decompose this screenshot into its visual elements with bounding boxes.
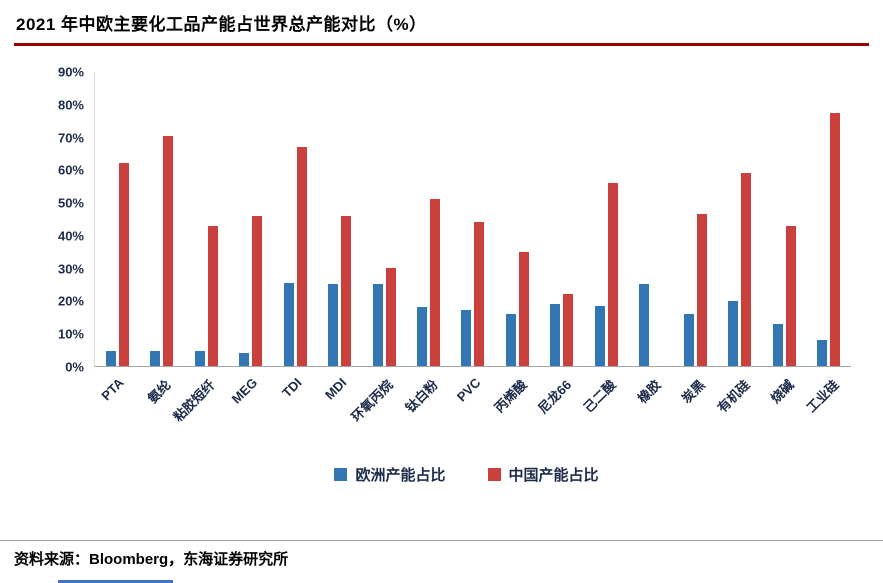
y-tick-label: 30% — [57, 261, 84, 277]
y-axis: 0% 10% 20% 30% 40% 50% 60% 70% 80% 90% — [22, 65, 94, 375]
footer-divider — [0, 540, 883, 541]
bar-group — [139, 72, 183, 366]
bar-china — [607, 183, 618, 366]
y-tick-label: 40% — [57, 228, 84, 244]
y-tick-label: 70% — [57, 130, 84, 146]
chart-title: 2021 年中欧主要化工品产能占世界总产能对比（%） — [16, 15, 427, 34]
x-category-label: MDI — [322, 375, 350, 403]
y-tick-label: 20% — [57, 293, 84, 309]
legend-item: 中国产能占比 — [487, 464, 599, 485]
x-category-label: 环氧丙烷 — [348, 377, 397, 425]
bar-europe — [772, 323, 783, 366]
bar-group — [762, 72, 806, 366]
cropped-next-element-fragment — [58, 580, 173, 583]
bar-europe — [594, 305, 605, 366]
bar-group — [807, 72, 851, 366]
bar-chart: 0% 10% 20% 30% 40% 50% 60% 70% 80% 90% PTA 氨纶 粘胶短纤 M… — [22, 65, 851, 485]
x-category-label: TDI — [279, 375, 305, 401]
x-axis-labels: PTA 氨纶 粘胶短纤 MEG TDI MDI 环氧丙烷 钛白粉 PVC 丙烯酸 尼龙66 己二酸 橡胶… — [94, 367, 851, 462]
bar-china — [518, 251, 529, 366]
legend-swatch-icon — [487, 468, 501, 481]
bar-group — [362, 72, 406, 366]
bar-group — [317, 72, 361, 366]
bar-europe — [639, 284, 650, 366]
legend-label: 欧洲产能占比 — [355, 467, 446, 484]
bar-china — [696, 214, 707, 366]
x-category-label: MEG — [228, 375, 261, 407]
bar-europe — [417, 307, 428, 366]
bar-group — [228, 72, 272, 366]
legend-label: 中国产能占比 — [508, 467, 599, 484]
bar-europe — [505, 313, 516, 366]
y-tick-label: 10% — [57, 326, 84, 342]
x-category-label: 尼龙66 — [535, 377, 575, 417]
bar-europe — [817, 339, 828, 366]
bar-china — [118, 163, 129, 366]
bar-china — [341, 215, 352, 366]
x-category-label: 钛白粉 — [402, 377, 441, 416]
bar-europe — [372, 284, 383, 366]
title-underline — [14, 43, 869, 46]
bar-europe — [550, 303, 561, 366]
bar-china — [296, 147, 307, 366]
bar-china — [252, 215, 263, 366]
x-category-label: PVC — [453, 375, 484, 405]
x-category-label: 有机硅 — [714, 377, 753, 416]
bar-china — [474, 222, 485, 366]
bar-group — [451, 72, 495, 366]
legend-swatch-icon — [334, 468, 348, 481]
bar-group — [495, 72, 539, 366]
plot-area — [94, 72, 851, 367]
source-note: 资料来源：Bloomberg，东海证券研究所 — [14, 551, 289, 568]
bar-china — [207, 225, 218, 366]
bar-group — [406, 72, 450, 366]
x-category-label: 丙烯酸 — [491, 377, 530, 416]
bar-group — [273, 72, 317, 366]
bar-europe — [194, 351, 205, 366]
bar-europe — [150, 351, 161, 366]
bar-europe — [683, 313, 694, 366]
x-category-label: PTA — [98, 375, 127, 404]
x-category-label: 己二酸 — [580, 377, 619, 416]
x-category-label: 炭黑 — [678, 377, 708, 407]
x-category-label: 氨纶 — [144, 377, 174, 407]
bar-europe — [328, 284, 339, 366]
bar-china — [430, 199, 441, 366]
bar-china — [385, 268, 396, 366]
bar-europe — [105, 351, 116, 366]
y-tick-label: 0% — [65, 359, 84, 375]
y-tick-label: 60% — [57, 162, 84, 178]
bar-china — [830, 112, 841, 366]
legend: 欧洲产能占比 中国产能占比 — [82, 464, 851, 485]
x-category-label: 烧碱 — [767, 377, 797, 407]
bar-group — [718, 72, 762, 366]
bar-china — [741, 173, 752, 366]
bar-group — [95, 72, 139, 366]
bar-group — [584, 72, 628, 366]
bar-europe — [461, 310, 472, 366]
bar-china — [563, 294, 574, 366]
y-tick-label: 90% — [57, 64, 84, 80]
y-tick-label: 50% — [57, 195, 84, 211]
x-category-label: 橡胶 — [634, 377, 664, 407]
bar-group — [184, 72, 228, 366]
y-tick-label: 80% — [57, 97, 84, 113]
legend-item: 欧洲产能占比 — [334, 464, 446, 485]
bar-europe — [239, 352, 250, 366]
x-category-label: 粘胶短纤 — [170, 377, 219, 425]
bar-china — [785, 225, 796, 366]
x-category-label: 工业硅 — [803, 377, 842, 416]
bar-europe — [728, 300, 739, 366]
bar-group — [540, 72, 584, 366]
bar-group — [673, 72, 717, 366]
bar-group — [629, 72, 673, 366]
bar-europe — [283, 282, 294, 366]
bar-china — [163, 135, 174, 366]
